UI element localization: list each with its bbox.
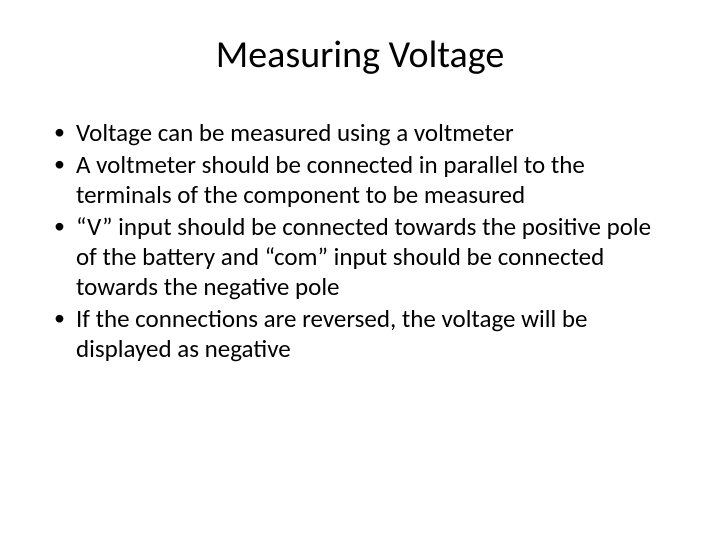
list-item: Voltage can be measured using a voltmete… <box>54 118 672 148</box>
list-item: If the connections are reversed, the vol… <box>54 304 672 364</box>
bullet-list: Voltage can be measured using a voltmete… <box>48 118 672 364</box>
list-item: “V” input should be connected towards th… <box>54 212 672 302</box>
slide: Measuring Voltage Voltage can be measure… <box>0 0 720 540</box>
slide-title: Measuring Voltage <box>48 28 672 78</box>
list-item: A voltmeter should be connected in paral… <box>54 150 672 210</box>
